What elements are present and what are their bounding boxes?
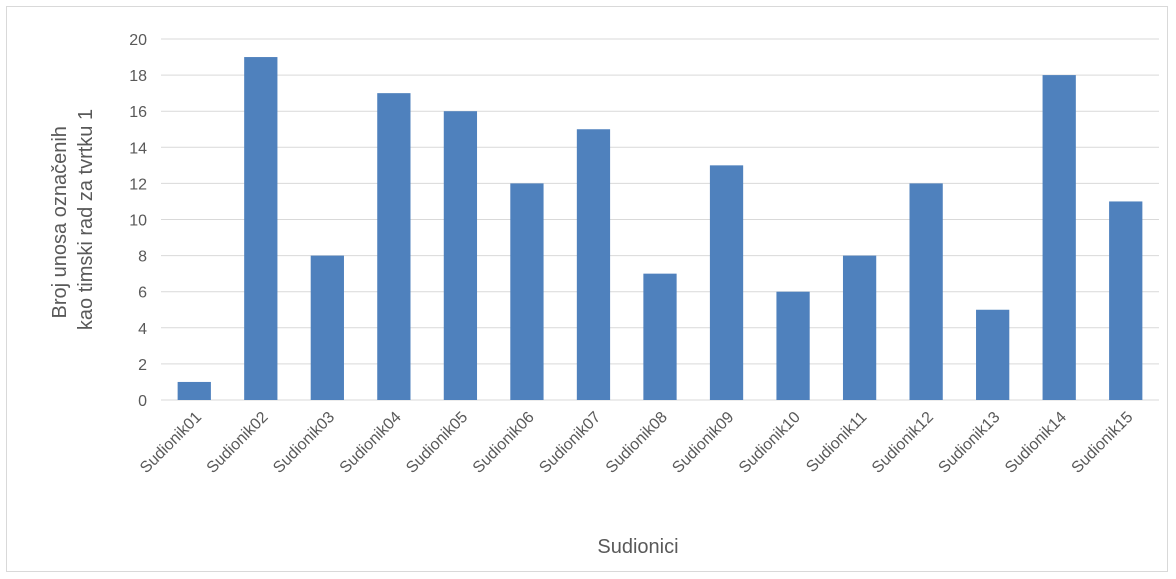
bar-sudionik12 <box>909 183 943 400</box>
x-tick-label: Sudionik01 <box>137 409 205 477</box>
bar-sudionik10 <box>776 291 810 400</box>
x-tick-label: Sudionik14 <box>1002 409 1070 477</box>
bar-sudionik02 <box>244 57 278 401</box>
x-tick-labels: Sudionik01Sudionik02Sudionik03Sudionik04… <box>137 409 1137 477</box>
bar-sudionik11 <box>842 255 877 400</box>
x-tick-label: Sudionik08 <box>603 409 671 477</box>
bar-sudionik09 <box>709 165 744 400</box>
x-tick-label: Sudionik10 <box>736 409 804 477</box>
x-tick-label: Sudionik03 <box>270 409 338 477</box>
x-axis-title: Sudionici <box>597 536 678 558</box>
bar-sudionik14 <box>1042 75 1076 400</box>
bar-sudionik07 <box>576 129 611 400</box>
y-axis-title-line-2: kao timski rad za tvrtku 1 <box>75 109 97 330</box>
bar-sudionik08 <box>643 273 677 400</box>
y-tick-label: 8 <box>138 249 147 266</box>
y-tick-label: 18 <box>129 68 147 85</box>
bar-sudionik13 <box>976 309 1010 400</box>
bar-sudionik04 <box>377 93 411 401</box>
y-tick-label: 12 <box>129 176 147 193</box>
y-tick-label: 14 <box>129 140 147 157</box>
chart-frame: 0 2 4 6 8 10 12 14 16 18 20 Sudionik01 Sudionik02 Su… <box>6 6 1168 572</box>
y-tick-label: 0 <box>138 393 147 410</box>
x-tick-label: Sudionik06 <box>470 409 538 477</box>
x-tick-label: Sudionik02 <box>204 409 272 477</box>
x-tick-label: Sudionik13 <box>935 409 1003 477</box>
bar-sudionik06 <box>510 183 544 400</box>
x-tick-label: Sudionik07 <box>536 409 604 477</box>
x-tick-label: Sudionik12 <box>869 409 937 477</box>
x-tick-label: Sudionik04 <box>337 409 405 477</box>
y-tick-label: 2 <box>138 357 147 374</box>
bar-sudionik05 <box>443 111 478 400</box>
x-tick-label: Sudionik09 <box>669 409 737 477</box>
y-tick-label: 10 <box>129 213 147 230</box>
bar-sudionik01 <box>177 381 211 400</box>
y-axis-title: Broj unosa označenih kao timski rad za t… <box>49 109 97 330</box>
bar-sudionik15 <box>1109 201 1143 400</box>
x-tick-label: Sudionik15 <box>1069 409 1137 477</box>
bars <box>177 57 1143 401</box>
y-tick-label: 6 <box>138 285 147 302</box>
x-tick-label: Sudionik05 <box>403 409 471 477</box>
y-tick-labels: 0 2 4 6 8 10 12 14 16 18 20 <box>129 32 147 410</box>
y-tick-label: 16 <box>129 104 147 121</box>
bar-sudionik03 <box>310 255 344 400</box>
y-tick-label: 20 <box>129 32 147 49</box>
y-tick-label: 4 <box>138 321 147 338</box>
y-axis-title-line-1: Broj unosa označenih <box>49 126 71 318</box>
x-tick-label: Sudionik11 <box>803 409 870 476</box>
